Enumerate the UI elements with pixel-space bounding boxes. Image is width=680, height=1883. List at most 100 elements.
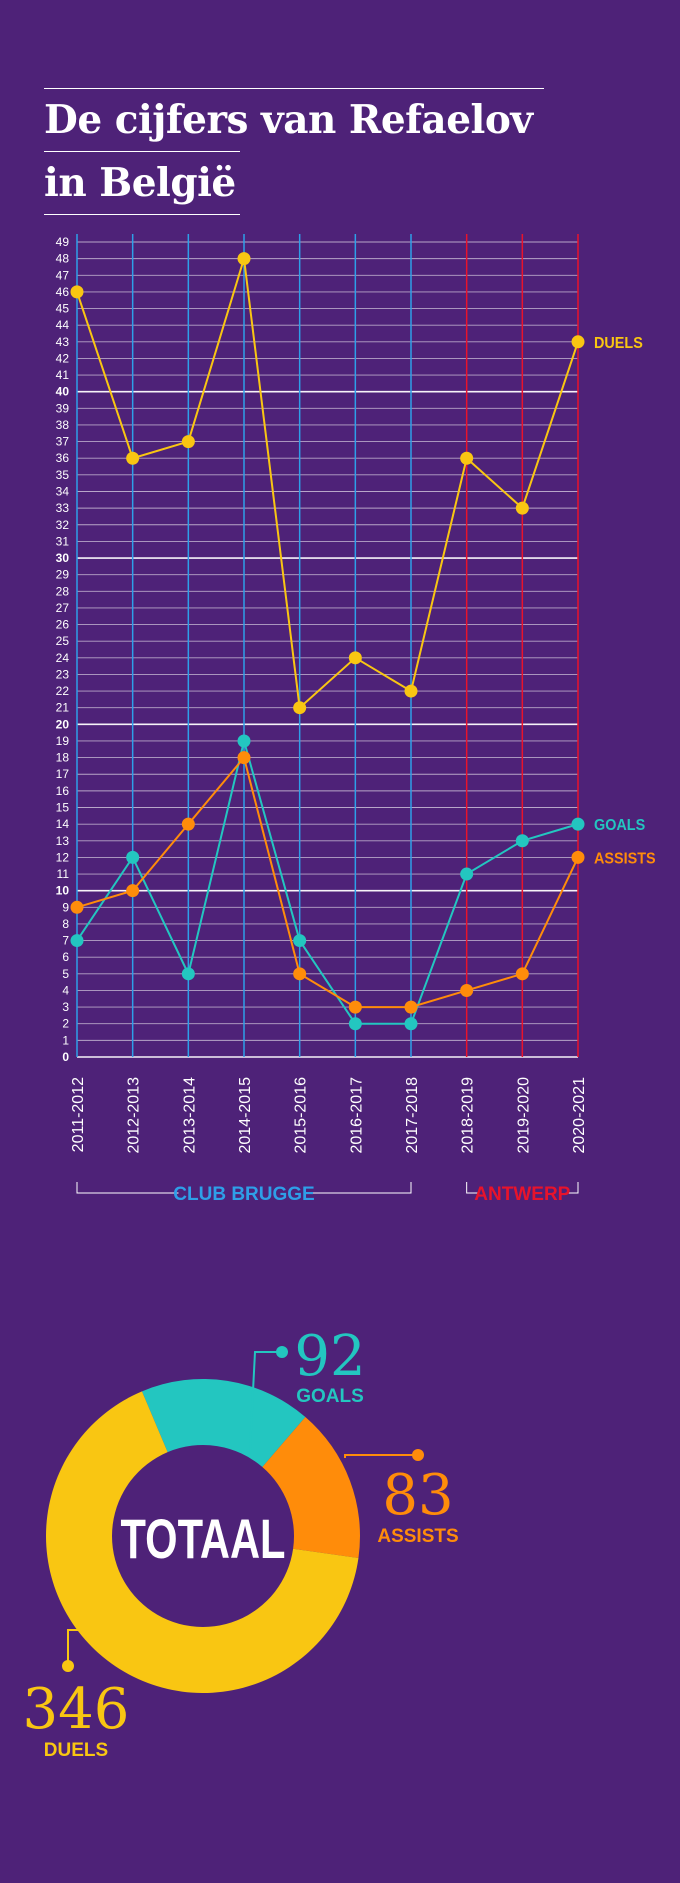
y-tick-label: 29: [56, 568, 70, 582]
value-label-goals: 92: [294, 1324, 365, 1389]
y-tick-label: 47: [56, 268, 70, 282]
data-point-assists: [571, 850, 585, 864]
y-tick-label: 32: [56, 518, 70, 532]
chart-series: DUELS GOALS ASSISTS: [70, 252, 656, 1031]
y-tick-label: 48: [56, 252, 70, 266]
y-tick-label: 22: [56, 684, 70, 698]
y-tick-label: 10: [56, 884, 70, 898]
y-tick-label: 49: [56, 235, 70, 249]
y-tick-label: 1: [62, 1033, 69, 1047]
data-point-assists: [126, 884, 140, 898]
data-point-goals: [70, 934, 84, 948]
club-groups: CLUB BRUGGE ANTWERP: [76, 1181, 579, 1205]
x-tick-label: 2017-2018: [404, 1077, 421, 1154]
group-label-bg: [478, 1181, 566, 1205]
data-point-duels: [70, 285, 84, 299]
x-tick-label: 2012-2013: [126, 1077, 143, 1154]
legend-label-goals: GOALS: [594, 816, 645, 834]
series-line-assists: [76, 755, 579, 1009]
y-tick-label: 43: [56, 335, 70, 349]
value-label-assists: 83: [382, 1463, 453, 1528]
data-point-duels: [348, 651, 362, 665]
y-tick-label: 7: [62, 934, 69, 948]
y-tick-label: 31: [56, 534, 70, 548]
group-label: CLUB BRUGGE: [173, 1184, 314, 1205]
y-tick-label: 25: [56, 634, 70, 648]
x-tick-label: 2013-2014: [181, 1077, 198, 1154]
y-tick-label: 16: [56, 784, 70, 798]
line-chart: 0123456789101112131415161718192021222324…: [56, 234, 656, 1205]
data-point-assists: [348, 1000, 362, 1014]
leader-line-assists: [344, 1454, 418, 1458]
group-label-bg: [178, 1181, 310, 1205]
y-tick-label: 6: [62, 950, 69, 964]
data-point-assists: [237, 751, 251, 765]
data-point-duels: [515, 501, 529, 515]
x-tick-label: 2019-2020: [515, 1077, 532, 1154]
data-point-goals: [237, 734, 251, 748]
y-tick-label: 33: [56, 501, 70, 515]
y-tick-label: 37: [56, 435, 70, 449]
data-point-duels: [126, 451, 140, 465]
y-tick-label: 23: [56, 667, 70, 681]
x-tick-label: 2011-2012: [70, 1077, 87, 1152]
data-point-duels: [237, 252, 251, 266]
chart-grid: [76, 234, 579, 1058]
data-point-duels: [571, 335, 585, 349]
data-point-assists: [181, 817, 195, 831]
y-tick-label: 0: [62, 1050, 69, 1064]
name-label-duels: DUELS: [44, 1740, 108, 1761]
data-point-assists: [404, 1000, 418, 1014]
y-tick-label: 15: [56, 801, 70, 815]
data-point-goals: [293, 934, 307, 948]
donut-slices: [46, 1379, 360, 1693]
series-line-goals: [76, 736, 579, 1025]
y-tick-label: 39: [56, 401, 70, 415]
x-tick-label: 2020-2021: [571, 1077, 588, 1154]
data-point-goals: [126, 850, 140, 864]
leader-dot-goals: [276, 1346, 288, 1358]
y-tick-label: 46: [56, 285, 70, 299]
y-tick-label: 5: [62, 967, 69, 981]
y-tick-label: 27: [56, 601, 70, 615]
y-tick-label: 41: [56, 368, 70, 382]
donut-slice-assists: [262, 1416, 360, 1558]
donut-slice-goals: [141, 1379, 306, 1468]
x-tick-label: 2016-2017: [348, 1077, 365, 1154]
page-title: De cijfers van Refaelov in België: [44, 88, 544, 215]
leader-dot-assists: [412, 1449, 424, 1461]
y-tick-label: 40: [56, 385, 70, 399]
donut-slice-duels: [46, 1391, 359, 1693]
y-tick-label: 12: [56, 850, 70, 864]
data-point-duels: [460, 451, 474, 465]
y-tick-label: 45: [56, 302, 70, 316]
y-tick-label: 13: [56, 834, 70, 848]
y-tick-label: 35: [56, 468, 70, 482]
x-axis-ticks: 2011-2012 2012-2013 2013-2014 2014-2015 2015…: [70, 1077, 588, 1154]
y-tick-label: 28: [56, 584, 70, 598]
name-label-assists: ASSISTS: [377, 1526, 458, 1547]
title-line-2: in België: [44, 151, 240, 215]
y-tick-label: 17: [56, 767, 70, 781]
data-point-assists: [460, 983, 474, 997]
value-label-duels: 346: [23, 1677, 130, 1742]
data-point-goals: [460, 867, 474, 881]
y-tick-label: 18: [56, 751, 70, 765]
title-line-1: De cijfers van Refaelov: [44, 88, 544, 151]
y-tick-label: 2: [62, 1017, 69, 1031]
data-point-goals: [404, 1017, 418, 1031]
y-tick-label: 24: [56, 651, 70, 665]
data-point-goals: [181, 967, 195, 981]
data-point-assists: [515, 967, 529, 981]
y-tick-label: 3: [62, 1000, 69, 1014]
x-tick-label: 2014-2015: [237, 1077, 254, 1154]
x-tick-label: 2015-2016: [293, 1077, 310, 1154]
data-point-assists: [293, 967, 307, 981]
y-tick-label: 36: [56, 451, 70, 465]
x-tick-label: 2018-2019: [460, 1077, 477, 1154]
name-label-goals: GOALS: [296, 1386, 364, 1407]
data-point-assists: [70, 900, 84, 914]
y-tick-label: 30: [56, 551, 70, 565]
